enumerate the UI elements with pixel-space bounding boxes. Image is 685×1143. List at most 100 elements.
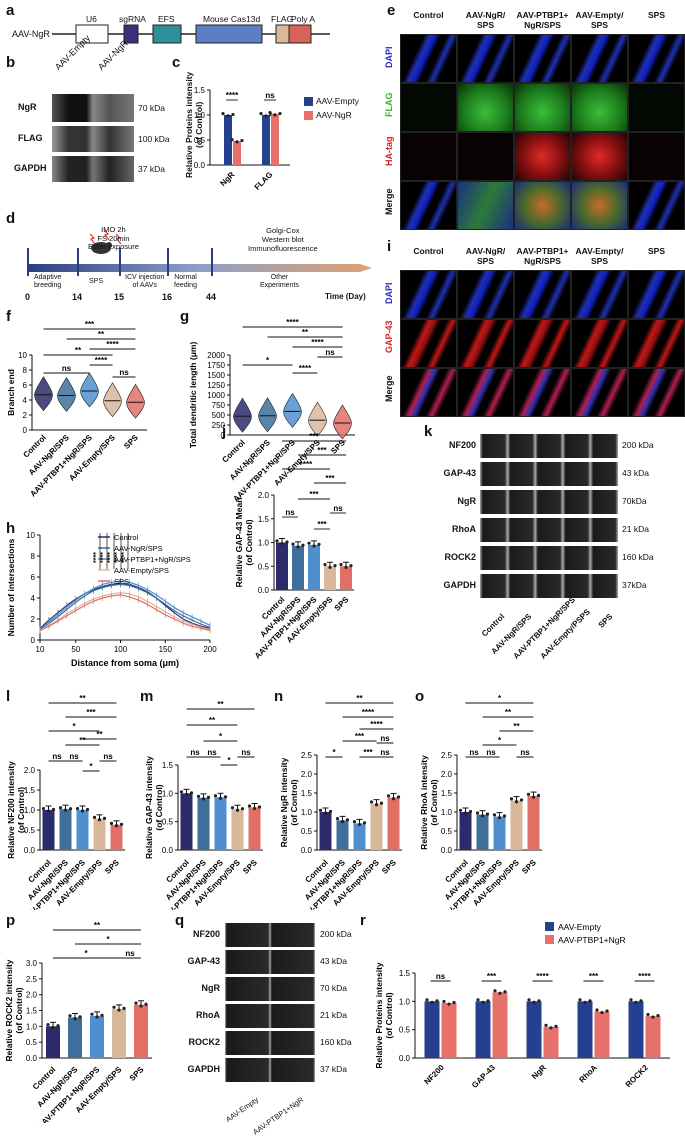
data-point: [231, 112, 235, 117]
micrograph: [457, 34, 514, 83]
sig-label: ns: [380, 748, 390, 757]
y-tick-label: 1.5: [194, 86, 206, 95]
y-tick-label: 1.5: [399, 969, 411, 978]
column-header: AAV-PTBP1+ NgR/SPS: [516, 246, 569, 266]
data-point: [278, 111, 282, 116]
sig-label: ****: [121, 552, 128, 563]
bar: [276, 542, 288, 590]
bar: [424, 1001, 440, 1058]
h-ylabel: Number of intersections: [6, 538, 16, 636]
data-point: [307, 541, 311, 545]
bar: [59, 809, 72, 850]
y-tick-label: 750: [212, 401, 226, 410]
data-point: [201, 797, 206, 801]
data-point: [275, 539, 279, 543]
sig-label: ns: [190, 748, 200, 757]
day-label: 14: [72, 292, 83, 302]
y-tick-label: 0.0: [194, 161, 206, 170]
blot-strip: [480, 518, 618, 542]
y-tick-label: 6: [23, 381, 28, 390]
data-point: [583, 1000, 587, 1004]
panel-letter-q: q: [175, 912, 185, 929]
blot-strip: [480, 434, 618, 458]
n-x-label: SPS: [380, 858, 398, 876]
column-header: AAV-NgR/ SPS: [465, 246, 506, 266]
stage-label: SPS: [89, 278, 104, 285]
sig-label: ns: [125, 949, 135, 958]
bar: [319, 812, 332, 850]
data-point: [527, 998, 531, 1002]
data-point: [323, 811, 328, 815]
y-tick-label: 2.0: [258, 491, 270, 500]
data-point: [264, 114, 268, 118]
legend-label: SPS: [114, 577, 129, 586]
data-point: [73, 1017, 77, 1021]
bar: [526, 1001, 542, 1058]
y-tick-label: 0.5: [301, 827, 313, 836]
series-line: [39, 582, 211, 630]
sig-label: **: [94, 921, 101, 930]
blot-kda: 160 kDa: [320, 1037, 352, 1047]
sig-label: ****: [536, 972, 549, 981]
sig-label: ****: [107, 552, 114, 563]
micrograph: [514, 132, 571, 181]
data-point: [493, 989, 497, 993]
blot-kda: 37kDa: [622, 580, 647, 590]
sig-label: ns: [207, 748, 217, 757]
data-point: [480, 814, 485, 818]
data-point: [532, 1000, 536, 1004]
sig-label: ***: [487, 972, 497, 981]
stage-label: Other Experiments: [260, 274, 299, 289]
h-xlabel: Distance from soma (μm): [71, 658, 179, 668]
data-point: [122, 1006, 126, 1010]
data-point: [514, 800, 519, 804]
sig-label: ns: [520, 748, 530, 757]
data-point: [447, 1002, 451, 1006]
stage-label: Normal feeding: [174, 274, 197, 289]
data-point: [312, 544, 316, 548]
data-point: [503, 990, 507, 994]
data-point: [430, 1000, 434, 1004]
legend-label: AAV-NgR/SPS: [114, 544, 163, 553]
data-point: [544, 1023, 548, 1027]
l-ylabel: Relative NF200 intensity(of Control): [6, 761, 26, 859]
blot-strip: [225, 1004, 315, 1028]
y-tick-label: 1.0: [194, 111, 206, 120]
blot-row-label: FLAG: [18, 133, 43, 143]
bar: [93, 818, 106, 850]
data-point: [463, 811, 468, 815]
data-point: [144, 1002, 148, 1006]
data-point: [379, 801, 384, 805]
micrograph: [628, 83, 685, 132]
y-tick-label: 0: [221, 431, 226, 440]
micrograph: [571, 319, 628, 368]
sig-label: ****: [95, 356, 108, 365]
panel-letter-l: l: [6, 688, 11, 705]
data-point: [117, 1008, 121, 1012]
row-header: Merge: [384, 188, 394, 216]
data-point: [134, 1001, 138, 1005]
bar: [180, 793, 193, 850]
bar: [370, 803, 383, 850]
data-point: [285, 540, 289, 544]
bar: [233, 141, 241, 165]
micrograph: [628, 181, 685, 230]
data-point: [369, 800, 374, 804]
y-tick-label: 3.0: [26, 959, 38, 968]
data-point: [634, 1000, 638, 1004]
data-point: [139, 1004, 143, 1008]
chart-c-ylabel: Relative Proteins intensity (of Control): [184, 71, 204, 178]
y-tick-label: 1.0: [441, 808, 453, 817]
data-point: [374, 803, 379, 807]
blot-kda: 100 kDa: [138, 134, 170, 144]
bar: [594, 1011, 610, 1058]
sig-label: ns: [469, 748, 479, 757]
y-tick-label: 1.5: [441, 789, 453, 798]
data-point: [46, 1023, 50, 1027]
bar: [476, 814, 489, 850]
micrograph: [400, 319, 457, 368]
data-point: [588, 999, 592, 1003]
data-point: [218, 796, 223, 800]
